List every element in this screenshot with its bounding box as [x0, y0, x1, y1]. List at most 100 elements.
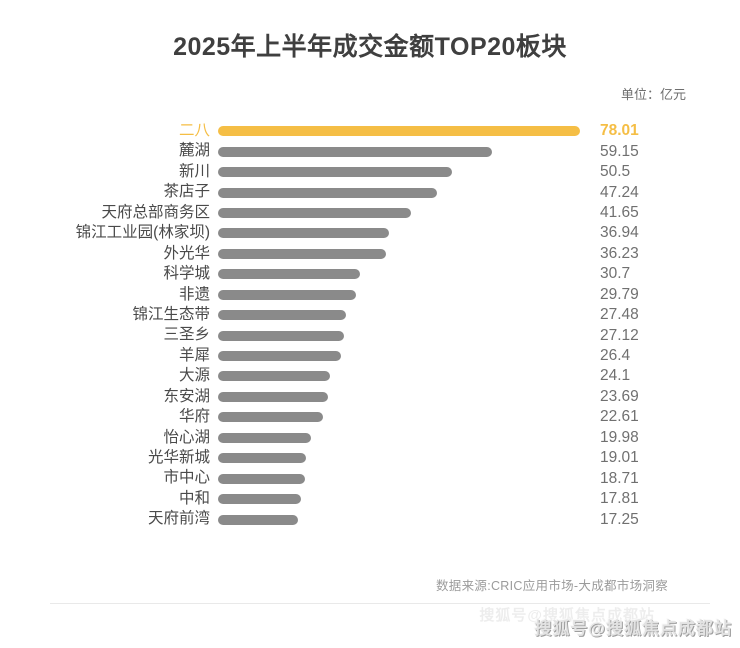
category-label: 三圣乡: [163, 326, 210, 344]
value-label: 36.23: [600, 244, 639, 262]
bar: [218, 514, 299, 525]
value-label: 59.15: [600, 142, 639, 160]
chart-row: 天府总部商务区 41.65: [0, 203, 740, 223]
bar-chart: 二八 78.01 麓湖 59.15 新川 50.5 茶店子 47.24 天府总部…: [0, 121, 740, 530]
bar-track: [218, 453, 580, 464]
value-label: 78.01: [600, 122, 639, 140]
category-label: 天府前湾: [147, 510, 210, 528]
category-label: 二八: [178, 122, 210, 139]
chart-row: 光华新城 19.01: [0, 448, 740, 468]
divider-line: [50, 603, 710, 604]
chart-row: 非遗 29.79: [0, 285, 740, 305]
category-label: 大源: [178, 367, 210, 385]
category-label: 新川: [178, 162, 210, 180]
value-label: 26.4: [600, 347, 631, 365]
category-label: 羊犀: [178, 346, 210, 364]
bar: [218, 167, 453, 178]
value-label: 22.61: [600, 408, 639, 426]
category-label: 茶店子: [163, 183, 210, 201]
value-label: 24.1: [600, 367, 631, 385]
value-label: 41.65: [600, 203, 639, 221]
bar-track: [218, 432, 580, 443]
category-label: 麓湖: [178, 142, 210, 160]
value-label: 18.71: [600, 469, 639, 487]
category-label: 非遗: [178, 285, 210, 303]
bar: [218, 310, 346, 321]
value-label: 23.69: [600, 387, 639, 405]
watermark: 搜狐号@搜狐焦点成都站: [534, 619, 732, 638]
bar: [218, 432, 311, 443]
bar: [218, 330, 344, 341]
data-source-note: 数据来源:CRIC应用市场-大成都市场洞察: [436, 579, 668, 593]
page-title: 2025年上半年成交金额TOP20板块: [173, 33, 567, 61]
chart-row: 怡心湖 19.98: [0, 428, 740, 448]
bar-track: [218, 310, 580, 321]
category-label: 锦江生态带: [132, 305, 210, 323]
bar: [218, 371, 330, 382]
bar: [218, 207, 412, 218]
bar-track: [218, 207, 580, 218]
bar-track: [218, 187, 580, 198]
value-label: 27.12: [600, 326, 639, 344]
chart-row: 市中心 18.71: [0, 468, 740, 488]
bar-track: [218, 473, 580, 484]
bar-track: [218, 351, 580, 362]
category-label: 怡心湖: [163, 428, 210, 446]
value-label: 17.81: [600, 490, 639, 508]
category-label: 外光华: [163, 244, 210, 262]
chart-row: 锦江工业园(林家坝) 36.94: [0, 223, 740, 243]
bar-track: [218, 330, 580, 341]
category-label: 光华新城: [147, 449, 210, 466]
bar: [218, 351, 341, 362]
bar: [218, 289, 357, 300]
chart-row: 大源 24.1: [0, 366, 740, 386]
bar: [218, 412, 323, 423]
bar: [218, 187, 438, 198]
bar: [218, 146, 493, 157]
chart-row: 茶店子 47.24: [0, 182, 740, 202]
value-label: 27.48: [600, 306, 639, 324]
chart-row: 东安湖 23.69: [0, 387, 740, 407]
bar: [218, 126, 580, 137]
bar-track: [218, 126, 580, 137]
bar-track: [218, 412, 580, 423]
chart-row: 锦江生态带 27.48: [0, 305, 740, 325]
bar: [218, 248, 387, 259]
category-label: 中和: [178, 489, 210, 507]
value-label: 17.25: [600, 510, 639, 528]
bar-track: [218, 289, 580, 300]
bar: [218, 269, 361, 280]
chart-row: 中和 17.81: [0, 489, 740, 509]
chart-row: 麓湖 59.15: [0, 141, 740, 161]
category-label: 科学城: [163, 265, 210, 283]
value-label: 29.79: [600, 285, 639, 303]
chart-row: 天府前湾 17.25: [0, 509, 740, 529]
chart-row: 科学城 30.7: [0, 264, 740, 284]
value-label: 30.7: [600, 265, 631, 283]
bar-track: [218, 514, 580, 525]
category-label: 天府总部商务区: [101, 203, 210, 221]
bar-track: [218, 167, 580, 178]
chart-row: 新川 50.5: [0, 162, 740, 182]
bar-track: [218, 146, 580, 157]
chart-row: 三圣乡 27.12: [0, 325, 740, 345]
chart-row: 二八 78.01: [0, 121, 740, 141]
chart-row: 外光华 36.23: [0, 244, 740, 264]
bar-track: [218, 371, 580, 382]
chart-row: 华府 22.61: [0, 407, 740, 427]
category-label: 华府: [178, 408, 210, 426]
bar-track: [218, 248, 580, 259]
category-label: 市中心: [163, 469, 210, 487]
value-label: 19.98: [600, 428, 639, 446]
watermark-ghost: 搜狐号@搜狐焦点成都站: [479, 607, 655, 624]
category-label: 东安湖: [163, 387, 210, 405]
bar-track: [218, 269, 580, 280]
unit-label: 单位：亿元: [620, 87, 686, 102]
bar-track: [218, 391, 580, 402]
chart-row: 羊犀 26.4: [0, 346, 740, 366]
bar: [218, 473, 305, 484]
category-label: 锦江工业园(林家坝): [75, 224, 210, 242]
bar: [218, 228, 390, 239]
bar-track: [218, 494, 580, 505]
